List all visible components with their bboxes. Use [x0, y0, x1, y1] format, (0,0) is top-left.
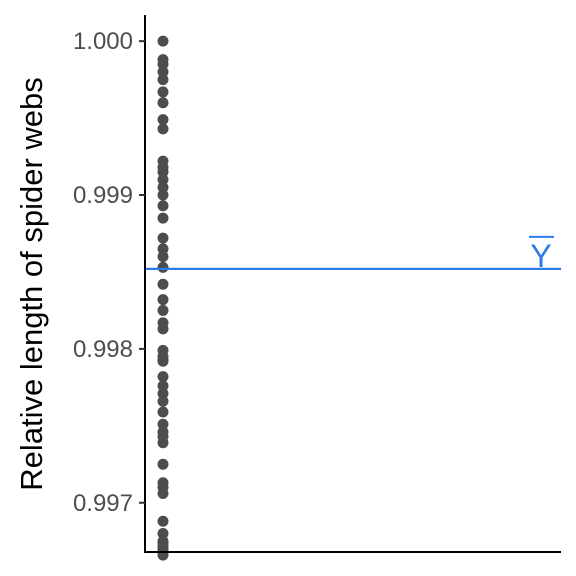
data-point	[157, 123, 169, 135]
data-point	[157, 355, 169, 367]
data-point	[157, 174, 169, 186]
data-point	[157, 114, 169, 126]
data-point	[157, 294, 169, 306]
data-point	[157, 515, 169, 527]
y-tick-label: 0.997	[73, 490, 133, 517]
data-point	[157, 458, 169, 470]
y-tick-label: 1.000	[73, 28, 133, 55]
data-point	[157, 212, 169, 224]
data-point	[157, 437, 169, 449]
data-point	[157, 200, 169, 212]
y-axis-ticks: 0.997 0.998 0.999 1.000	[73, 28, 145, 517]
mean-label: Y	[529, 235, 554, 274]
data-point	[157, 371, 169, 383]
data-point	[157, 243, 169, 255]
data-point	[157, 58, 169, 70]
data-point	[157, 166, 169, 178]
data-point	[157, 418, 169, 430]
data-point	[157, 74, 169, 86]
data-point	[157, 35, 169, 47]
data-point	[157, 488, 169, 500]
data-point	[157, 528, 169, 540]
data-point	[157, 86, 169, 98]
data-point	[157, 181, 169, 193]
y-axis-title: Relative length of spider webs	[14, 77, 49, 491]
y-tick-label: 0.999	[73, 182, 133, 209]
data-point	[157, 323, 169, 335]
y-tick-label: 0.998	[73, 336, 133, 363]
data-points	[157, 35, 169, 561]
mean-label-text: Y	[530, 238, 551, 274]
data-point	[157, 66, 169, 78]
data-point	[157, 406, 169, 418]
data-point	[157, 189, 169, 201]
data-point	[157, 380, 169, 392]
data-point	[157, 395, 169, 407]
data-point	[157, 278, 169, 290]
data-point	[157, 251, 169, 263]
data-point	[157, 304, 169, 316]
data-point	[157, 97, 169, 109]
data-point	[157, 261, 169, 273]
data-point	[157, 388, 169, 400]
data-point	[157, 232, 169, 244]
